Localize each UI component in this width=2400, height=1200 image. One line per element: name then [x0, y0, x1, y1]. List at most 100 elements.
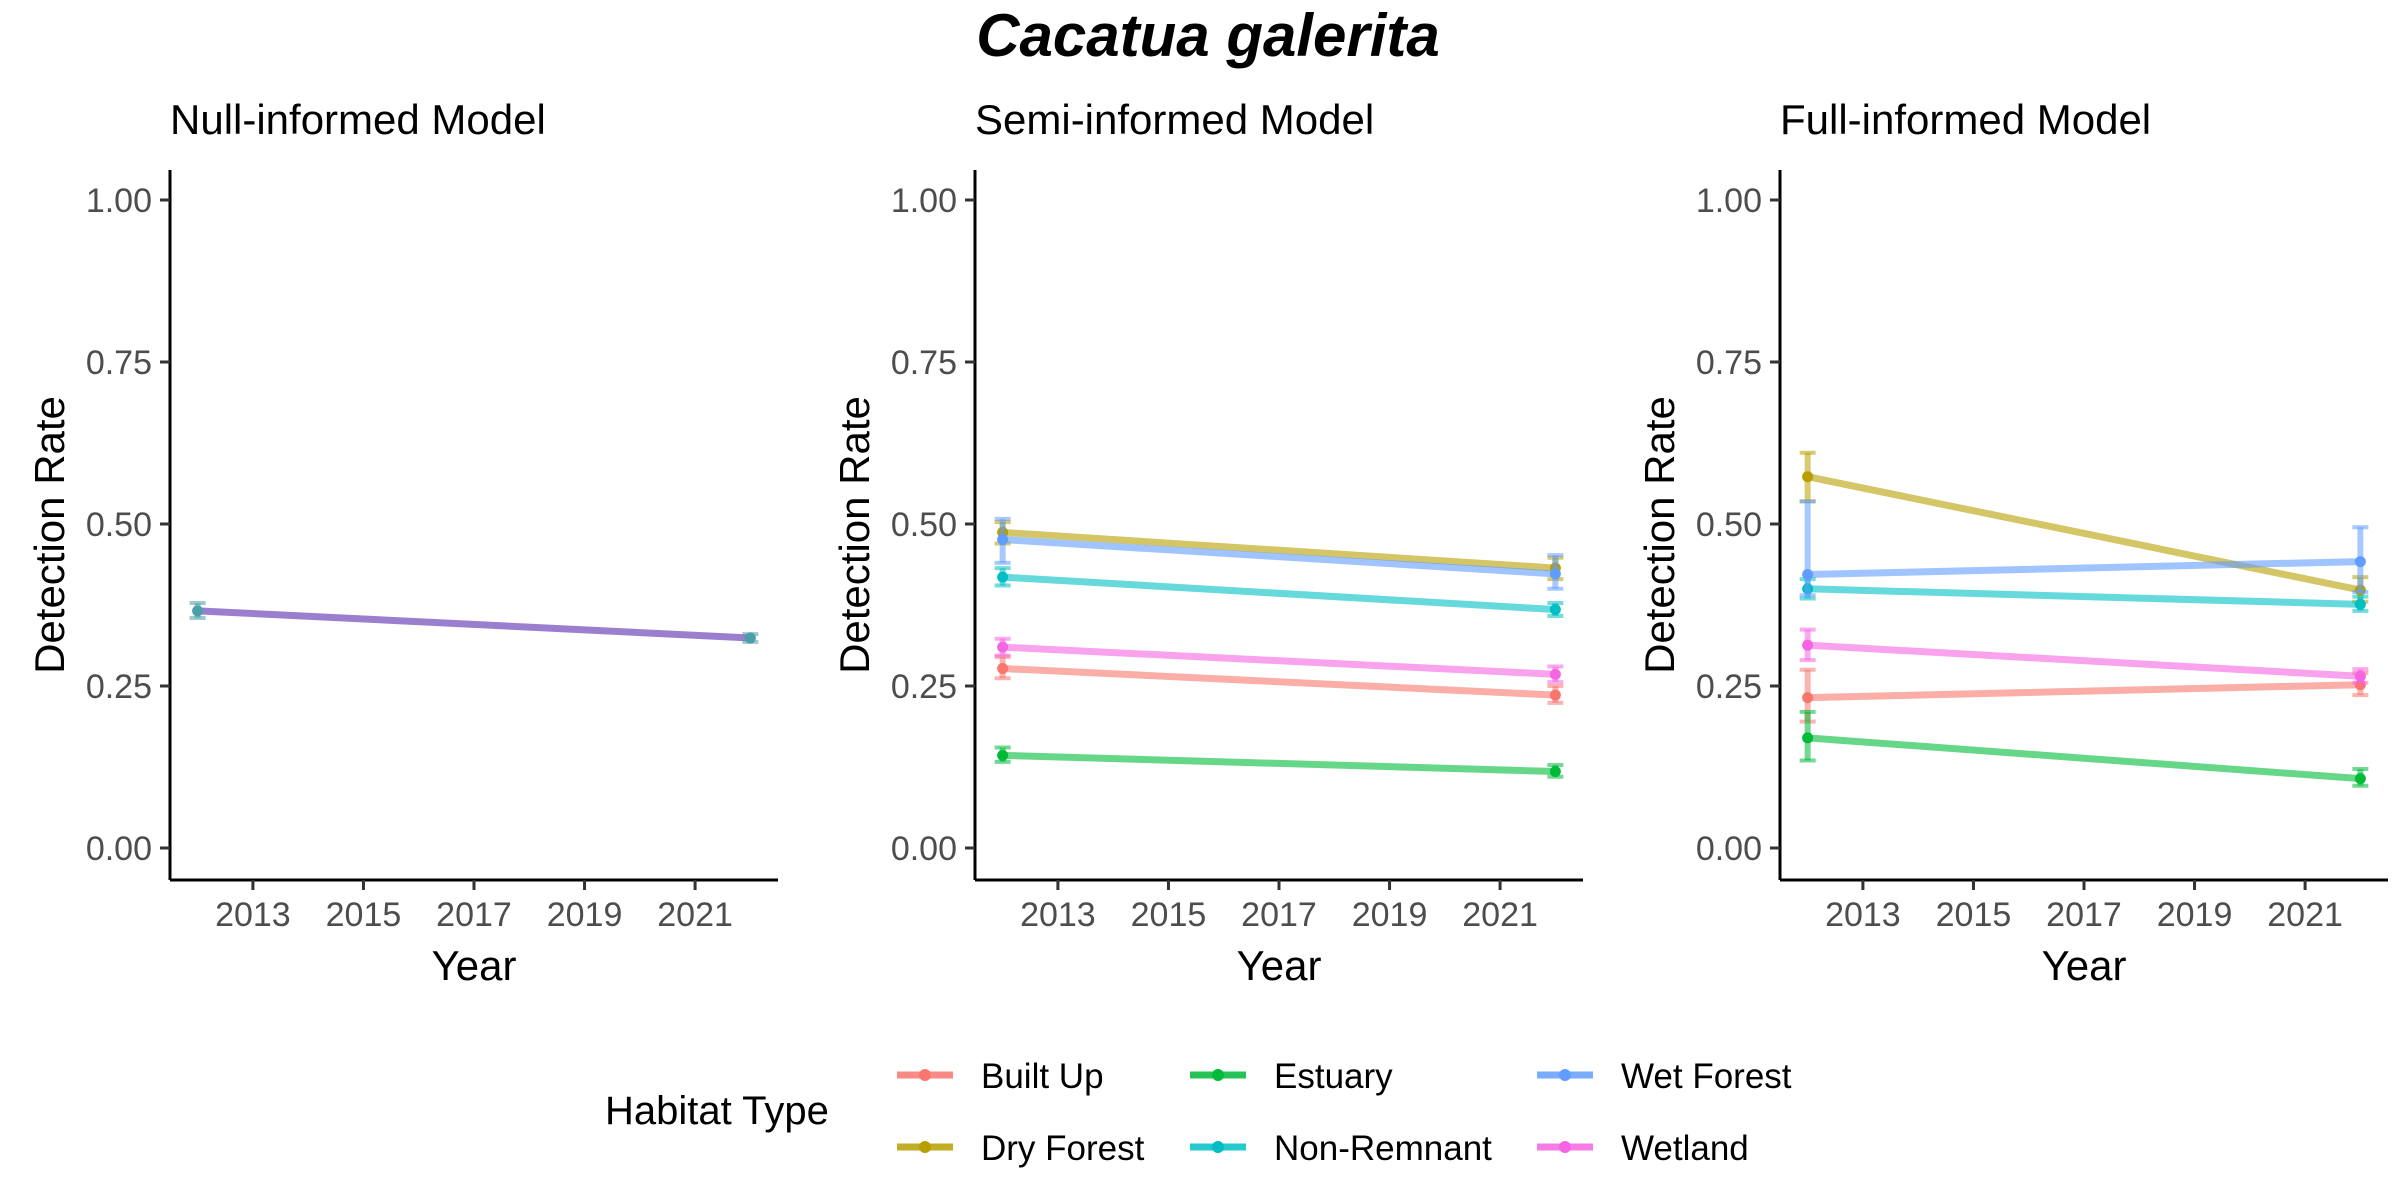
legend-items: Built Up Dry Forest Estuary Non-Remnant Wet … [897, 1057, 1792, 1168]
data-point [1549, 766, 1561, 778]
data-point [1549, 689, 1561, 701]
panels: Null-informed Model 0.00 0.25 0.50 0.75 1.00 2… [26, 96, 2388, 989]
series-estuary [1799, 709, 2369, 788]
legend-item-wetland: Wetland [1537, 1129, 1749, 1168]
data-point [192, 605, 204, 617]
y-tick-label: 0.25 [86, 668, 152, 706]
series-wetland [1799, 627, 2369, 685]
panel-full-informed-model: Full-informed Model 0.00 0.25 0.50 0.75 1.00 2… [1636, 96, 2388, 989]
legend-label: Dry Forest [981, 1129, 1145, 1168]
series-non-remnant [1799, 577, 2369, 613]
series-wet-forest [994, 516, 1564, 591]
legend-key-point [919, 1069, 931, 1081]
series-wet-forest [1799, 499, 2369, 598]
data-point [2354, 598, 2366, 610]
x-axis-title: Year [2042, 942, 2127, 989]
data-point [997, 663, 1009, 675]
y-tick-label: 0.00 [1696, 830, 1762, 868]
panel-title: Full-informed Model [1780, 96, 2151, 143]
x-tick-label: 2019 [547, 896, 623, 934]
figure-title: Cacatua galerita [976, 2, 1440, 69]
y-tick-label: 0.50 [1696, 506, 1762, 544]
series-wetland-line [1804, 641, 2364, 680]
y-tick-label: 0.75 [1696, 344, 1762, 382]
y-tick-label: 0.50 [891, 506, 957, 544]
panel-semi-informed-model: Semi-informed Model 0.00 0.25 0.50 0.75 1.00 2… [831, 96, 1583, 989]
legend-label: Non-Remnant [1274, 1129, 1492, 1168]
series-wet-forest-line [1804, 558, 2364, 579]
data-point [744, 632, 756, 644]
series-estuary [994, 745, 1564, 779]
y-tick-label: 1.00 [86, 182, 152, 220]
legend-key-point [1559, 1141, 1571, 1153]
data-point [1802, 639, 1814, 651]
series [189, 601, 759, 644]
series-wetland-line [999, 643, 1559, 678]
series-built-up-line [1804, 681, 2364, 702]
x-tick-label: 2021 [1462, 896, 1538, 934]
data-point [2354, 556, 2366, 568]
y-tick-label: 0.25 [891, 668, 957, 706]
x-tick-label: 2015 [1131, 896, 1207, 934]
x-tick-label: 2013 [215, 896, 291, 934]
y-axis-title: Detection Rate [831, 396, 878, 674]
data-point [1549, 568, 1561, 580]
legend-item-built-up: Built Up [897, 1057, 1104, 1096]
x-tick-label: 2015 [326, 896, 402, 934]
series-non-remnant-line [999, 573, 1559, 614]
x-tick-label: 2019 [2157, 896, 2233, 934]
data-point [997, 641, 1009, 653]
data-point [1549, 604, 1561, 616]
series-wet-forest-line [999, 536, 1559, 578]
legend-key-point [1212, 1141, 1224, 1153]
legend-item-wet-forest: Wet Forest [1537, 1057, 1792, 1096]
x-tick-label: 2013 [1825, 896, 1901, 934]
series-wetland [994, 636, 1564, 685]
series-built-up [1799, 667, 2369, 724]
y-tick-label: 0.75 [86, 344, 152, 382]
y-axis-title: Detection Rate [26, 396, 73, 674]
legend-item-non-remnant: Non-Remnant [1190, 1129, 1492, 1168]
legend-label: Estuary [1274, 1057, 1393, 1096]
y-tick-label: 0.00 [891, 830, 957, 868]
series-line [194, 607, 754, 642]
y-tick-label: 1.00 [1696, 182, 1762, 220]
series-estuary-line [999, 751, 1559, 776]
y-tick-label: 0.25 [1696, 668, 1762, 706]
y-tick-label: 0.75 [891, 344, 957, 382]
legend-item-dry-forest: Dry Forest [897, 1129, 1145, 1168]
series-dry-forest-line [1804, 473, 2364, 594]
panel-null-informed-model: Null-informed Model 0.00 0.25 0.50 0.75 1.00 2… [26, 96, 778, 989]
series-dry-forest-line [999, 528, 1559, 572]
x-axis-title: Year [432, 942, 517, 989]
panel-title: Semi-informed Model [975, 96, 1374, 143]
x-axis-title: Year [1237, 942, 1322, 989]
legend-key-point [1559, 1069, 1571, 1081]
x-tick-label: 2013 [1020, 896, 1096, 934]
x-tick-label: 2017 [1241, 896, 1317, 934]
data-point [997, 571, 1009, 583]
x-tick-label: 2017 [436, 896, 512, 934]
data-point [1549, 668, 1561, 680]
legend-key-point [919, 1141, 931, 1153]
data-point [2354, 773, 2366, 785]
legend-title: Habitat Type [605, 1089, 829, 1133]
legend: Habitat Type Built Up Dry Forest Estuary No… [605, 1057, 1792, 1168]
data-point [2354, 670, 2366, 682]
legend-key-point [1212, 1069, 1224, 1081]
x-tick-label: 2021 [657, 896, 733, 934]
series-estuary-line [1804, 734, 2364, 783]
data-point [1802, 569, 1814, 581]
x-tick-label: 2019 [1352, 896, 1428, 934]
data-point [997, 749, 1009, 761]
y-tick-label: 1.00 [891, 182, 957, 220]
x-tick-label: 2021 [2267, 896, 2343, 934]
panel-title: Null-informed Model [170, 96, 546, 143]
data-point [997, 534, 1009, 546]
legend-label: Built Up [981, 1057, 1104, 1096]
series-non-remnant-line [1804, 585, 2364, 608]
y-tick-label: 0.00 [86, 830, 152, 868]
y-axis-title: Detection Rate [1636, 396, 1683, 674]
data-point [1802, 732, 1814, 744]
